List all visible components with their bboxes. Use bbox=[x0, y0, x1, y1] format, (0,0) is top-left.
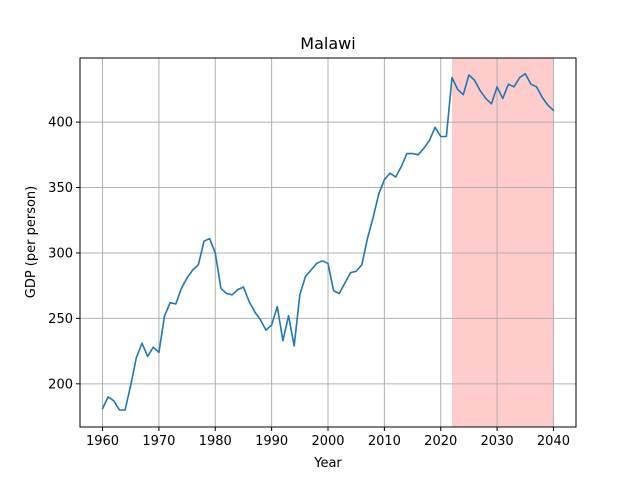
y-tick-label: 200 bbox=[48, 377, 73, 392]
forecast-band bbox=[452, 58, 554, 427]
data-series bbox=[101, 72, 555, 411]
x-tick-label: 2030 bbox=[481, 434, 514, 449]
forecast-shaded-region bbox=[452, 58, 554, 427]
x-tick-label: 1960 bbox=[86, 434, 119, 449]
x-axis-label: Year bbox=[313, 456, 342, 471]
y-axis-label: GDP (per person) bbox=[24, 186, 39, 299]
gdp-series-line bbox=[101, 72, 555, 411]
x-tick-label: 2000 bbox=[311, 434, 344, 449]
x-tick-label: 1990 bbox=[255, 434, 288, 449]
x-tick-label: 1980 bbox=[199, 434, 232, 449]
gridlines bbox=[80, 58, 576, 427]
chart-title: Malawi bbox=[300, 34, 355, 53]
x-tick-label: 2010 bbox=[368, 434, 401, 449]
y-tick-label: 400 bbox=[48, 116, 73, 131]
y-tick-label: 250 bbox=[48, 312, 73, 327]
y-tick-label: 350 bbox=[48, 181, 73, 196]
x-tick-label: 2040 bbox=[537, 434, 570, 449]
y-tick-label: 300 bbox=[48, 246, 73, 261]
x-tick-label: 1970 bbox=[142, 434, 175, 449]
x-tick-label: 2020 bbox=[424, 434, 457, 449]
axis-ticks: 1960 1970 1980 1990 2000 2010 2020 2030 2040 200 2… bbox=[48, 116, 570, 449]
